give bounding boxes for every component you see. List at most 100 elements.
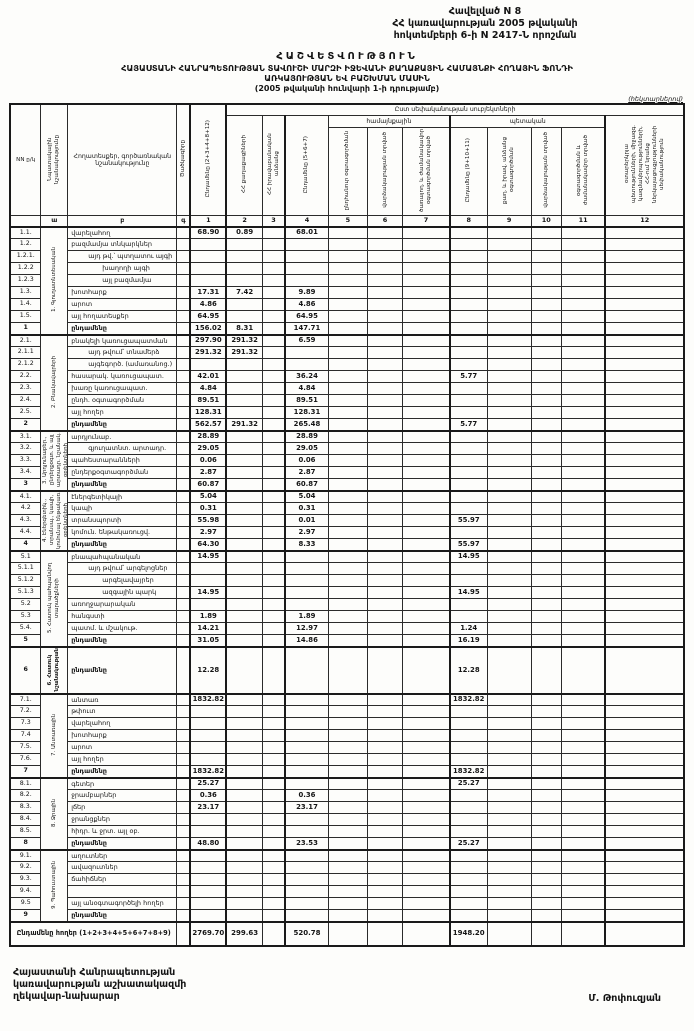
value-cell xyxy=(486,333,532,348)
col-header-community-total: Ընդամենը (5+6+7) xyxy=(284,115,329,217)
value-cell: 147.71 xyxy=(284,322,329,336)
section-label-text: 7. Անտառային xyxy=(50,713,57,756)
units-note: (հեկտարներով) xyxy=(628,94,683,103)
value-cell: 1832.82 xyxy=(189,692,228,707)
value-cell xyxy=(402,406,451,420)
code-cell xyxy=(176,741,192,755)
row-number: 6 xyxy=(9,645,42,695)
table-row: 2.2. հասարակ. կառուցապատ. 42.01 36.24 5.77 xyxy=(9,370,685,384)
value-cell xyxy=(486,502,532,516)
code-cell xyxy=(176,298,192,312)
row-number: 8.5. xyxy=(9,825,42,839)
value-cell xyxy=(560,502,607,516)
row-number: 2.1.1 xyxy=(9,346,42,360)
value-cell xyxy=(327,429,369,444)
value-cell: 1.89 xyxy=(284,610,329,624)
value-cell: 0.36 xyxy=(284,789,329,803)
value-cell xyxy=(284,776,329,791)
row-number: 4.1. xyxy=(9,489,42,504)
value-cell xyxy=(486,358,532,372)
value-cell xyxy=(560,705,607,719)
col-header-total: Ընդամենը (2+3+4+8+12) xyxy=(189,103,228,217)
value-cell xyxy=(402,705,451,719)
value-cell xyxy=(366,753,404,767)
value-cell: 55.97 xyxy=(449,538,488,552)
grand-total-value xyxy=(402,920,451,947)
index-cell: ա xyxy=(40,215,69,228)
value-cell xyxy=(560,333,607,348)
value-cell xyxy=(284,753,329,767)
value-cell: 1.89 xyxy=(189,610,228,624)
value-cell: 6.59 xyxy=(284,333,329,348)
value-cell xyxy=(225,502,263,516)
table-row: 9.1. 9. Պահուստային աղուտներ xyxy=(9,848,685,923)
value-cell xyxy=(261,394,287,408)
value-cell xyxy=(327,466,369,480)
value-cell xyxy=(261,262,287,276)
code-cell xyxy=(176,789,192,803)
value-cell xyxy=(560,466,607,480)
row-number: 4.2 xyxy=(9,502,42,516)
value-cell xyxy=(560,741,607,755)
value-cell: 562.57 xyxy=(189,418,228,432)
table-row: 8 ընդամենը 48.80 23.53 25.27 xyxy=(9,837,685,851)
value-cell xyxy=(604,429,685,444)
value-cell xyxy=(449,310,488,324)
value-cell: 297.90 xyxy=(189,333,228,348)
value-cell xyxy=(261,717,287,731)
value-cell xyxy=(486,478,532,492)
value-cell xyxy=(189,729,228,743)
appendix-block: Հավելված N 8 ՀՀ կառավարության 2005 թվակա… xyxy=(285,6,685,42)
value-cell xyxy=(604,634,685,648)
group-header-community: համայնքային xyxy=(327,115,451,129)
value-cell: 0.06 xyxy=(189,454,228,468)
value-cell xyxy=(486,250,532,264)
value-cell xyxy=(225,574,263,588)
value-cell xyxy=(449,741,488,755)
value-cell xyxy=(327,622,369,636)
value-cell xyxy=(327,861,369,875)
value-cell xyxy=(560,225,607,240)
value-cell xyxy=(530,346,562,360)
value-cell xyxy=(530,753,562,767)
value-cell: 4.84 xyxy=(284,382,329,396)
land-fund-table: NN ը/կ Նպատակային նշանակությունը Հողատես… xyxy=(9,102,685,947)
value-cell xyxy=(560,574,607,588)
report-subtitle-1: ՀԱՅԱՍՏԱՆԻ ՀԱՆՐԱՊԵՏՈՒԹՅԱՆ ՏԱՎՈՒՇԻ ՄԱՐԶԻ Ի… xyxy=(121,62,573,73)
value-cell: 5.77 xyxy=(449,370,488,384)
value-cell xyxy=(604,298,685,312)
value-cell xyxy=(486,370,532,384)
value-cell: 28.89 xyxy=(189,429,228,444)
value-cell xyxy=(402,538,451,552)
code-cell xyxy=(176,406,192,420)
value-cell: 25.27 xyxy=(449,837,488,851)
section-label: 5. Հատուկ պահպանվող տարածքների xyxy=(40,549,69,648)
value-cell xyxy=(402,622,451,636)
grand-total-value xyxy=(530,920,562,947)
value-cell xyxy=(560,274,607,288)
value-cell xyxy=(225,897,263,911)
value-cell xyxy=(530,406,562,420)
value-cell xyxy=(486,753,532,767)
code-cell xyxy=(176,454,192,468)
value-cell xyxy=(486,274,532,288)
value-cell xyxy=(284,861,329,875)
value-cell xyxy=(366,454,404,468)
value-cell xyxy=(284,897,329,911)
value-cell xyxy=(604,466,685,480)
code-cell xyxy=(176,622,192,636)
value-cell xyxy=(486,825,532,839)
value-cell xyxy=(486,538,532,552)
table-row: 4.1. 4. Էներգետիկ., տրանսպ., կապի, կոմուն… xyxy=(9,489,685,552)
value-cell xyxy=(560,622,607,636)
value-cell xyxy=(449,406,488,420)
value-cell xyxy=(530,322,562,336)
value-cell xyxy=(486,885,532,899)
value-cell xyxy=(327,885,369,899)
value-cell xyxy=(402,466,451,480)
value-cell xyxy=(486,382,532,396)
value-cell xyxy=(225,586,263,600)
value-cell xyxy=(284,692,329,707)
value-cell xyxy=(284,238,329,252)
row-label: ջրամբարներ xyxy=(67,789,178,803)
